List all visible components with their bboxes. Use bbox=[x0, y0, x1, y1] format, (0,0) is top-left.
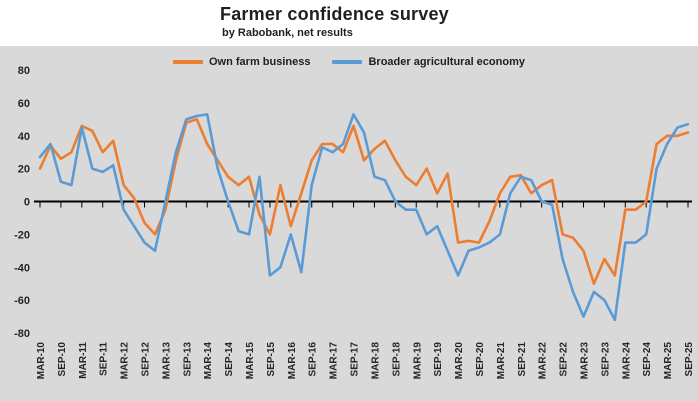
legend-item-own-farm[interactable]: Own farm business bbox=[173, 56, 310, 68]
legend-item-broader-economy[interactable]: Broader agricultural economy bbox=[332, 56, 525, 68]
y-axis-label: -60 bbox=[14, 295, 30, 307]
x-axis-label: MAR-24 bbox=[621, 342, 632, 380]
x-axis-label: SEP-22 bbox=[559, 342, 570, 377]
y-axis-label: 60 bbox=[18, 98, 30, 110]
plot-background bbox=[0, 46, 698, 401]
x-axis-label: MAR-20 bbox=[454, 342, 465, 380]
y-axis-label: 0 bbox=[24, 197, 30, 209]
x-axis-label: MAR-16 bbox=[287, 342, 298, 380]
x-axis-label: SEP-17 bbox=[350, 342, 361, 377]
x-axis-label: SEP-13 bbox=[182, 342, 193, 377]
chart-subtitle: by Rabobank, net results bbox=[222, 27, 353, 39]
x-axis-label: MAR-15 bbox=[245, 342, 256, 380]
y-axis-label: 20 bbox=[18, 164, 30, 176]
x-axis-label: SEP-20 bbox=[475, 342, 486, 377]
x-axis-label: MAR-10 bbox=[36, 342, 47, 380]
series-line-broader_economy[interactable] bbox=[38, 113, 690, 322]
x-axis-label: MAR-12 bbox=[120, 342, 131, 380]
x-axis-label: SEP-11 bbox=[99, 342, 110, 376]
chart-title: Farmer confidence survey bbox=[220, 4, 449, 24]
x-axis-label: MAR-18 bbox=[371, 342, 382, 380]
x-axis-label: MAR-21 bbox=[496, 342, 507, 380]
y-axis-label: -20 bbox=[14, 229, 30, 241]
y-axis-label: -80 bbox=[14, 328, 30, 340]
legend-label-broader-economy: Broader agricultural economy bbox=[368, 56, 525, 68]
x-axis-label: MAR-14 bbox=[203, 342, 214, 380]
x-axis-label: MAR-25 bbox=[663, 342, 674, 380]
x-axis-label: SEP-10 bbox=[57, 342, 68, 377]
x-axis-label: SEP-21 bbox=[517, 342, 528, 377]
x-axis-label: SEP-16 bbox=[308, 342, 319, 377]
x-axis-label: MAR-11 bbox=[78, 342, 89, 379]
x-axis-label: SEP-24 bbox=[642, 342, 653, 377]
series-line-own_farm[interactable] bbox=[38, 118, 690, 286]
y-axis-label: 80 bbox=[18, 65, 30, 77]
legend-label-own-farm: Own farm business bbox=[209, 56, 311, 68]
x-axis-label: SEP-19 bbox=[433, 342, 444, 377]
legend-swatch-orange bbox=[173, 60, 203, 64]
x-axis-label: MAR-23 bbox=[580, 342, 591, 380]
x-axis-label: SEP-25 bbox=[684, 342, 695, 377]
x-axis-label: SEP-15 bbox=[266, 342, 277, 377]
x-axis-label: SEP-12 bbox=[141, 342, 152, 377]
x-axis-label: MAR-17 bbox=[329, 342, 340, 380]
legend: Own farm business Broader agricultural e… bbox=[0, 56, 698, 68]
y-axis-label: 40 bbox=[18, 131, 30, 143]
x-axis-label: MAR-13 bbox=[161, 342, 172, 380]
x-axis-label: SEP-23 bbox=[600, 342, 611, 377]
x-axis-label: SEP-14 bbox=[224, 342, 235, 377]
x-axis-label: MAR-22 bbox=[538, 342, 549, 380]
x-axis-label: SEP-18 bbox=[391, 342, 402, 377]
y-axis-label: -40 bbox=[14, 262, 30, 274]
legend-swatch-blue bbox=[332, 60, 363, 64]
x-axis-label: MAR-19 bbox=[412, 342, 423, 380]
